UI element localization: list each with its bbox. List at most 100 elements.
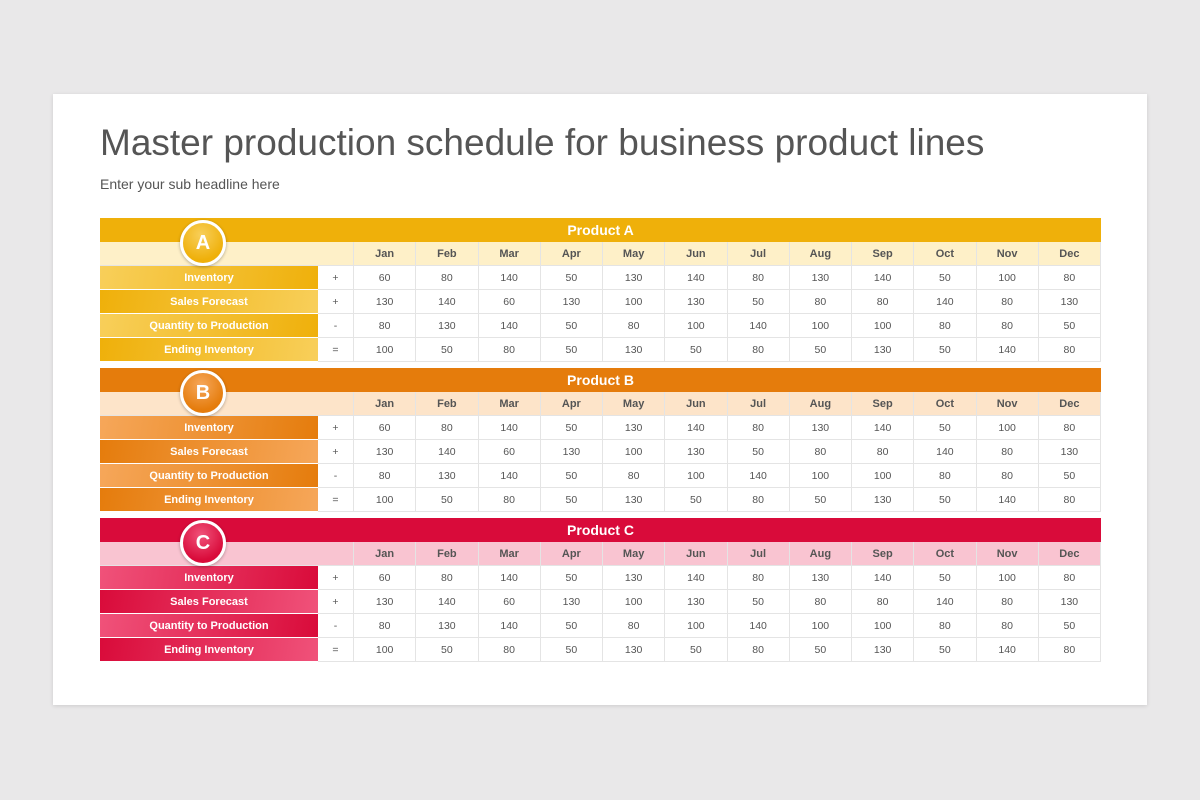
value-cell: 130 xyxy=(665,440,728,464)
value-cell: 80 xyxy=(1038,416,1101,440)
value-cell: 100 xyxy=(354,638,417,662)
product-header: Product C xyxy=(100,518,1101,542)
value-cell: 80 xyxy=(789,290,852,314)
row-label: Inventory xyxy=(100,416,318,440)
product-header: Product B xyxy=(100,368,1101,392)
month-header: Jan xyxy=(354,242,417,266)
product-table: Product C Jan Feb Mar Apr May Jun Jul Aug Sep Oct N… xyxy=(100,518,1101,662)
value-cell: 140 xyxy=(478,614,541,638)
value-cell: 100 xyxy=(603,290,666,314)
table-row: Inventory +60 80 140 50 130 140 80 130 140 50 100 80 xyxy=(100,566,1101,590)
row-sign: = xyxy=(318,488,354,512)
value-cell: 80 xyxy=(1038,488,1101,512)
sign-header-cell xyxy=(318,542,354,566)
month-header: Dec xyxy=(1038,542,1101,566)
value-cell: 60 xyxy=(478,440,541,464)
month-header: Jun xyxy=(665,242,728,266)
value-cell: 80 xyxy=(976,314,1039,338)
value-cell: 80 xyxy=(852,290,915,314)
month-header: May xyxy=(603,242,666,266)
month-header: Mar xyxy=(478,242,541,266)
row-label: Ending Inventory xyxy=(100,338,318,362)
row-sign: - xyxy=(318,464,354,488)
value-cell: 140 xyxy=(976,338,1039,362)
product-header: Product A xyxy=(100,218,1101,242)
value-cell: 60 xyxy=(354,266,417,290)
month-header: Feb xyxy=(416,542,479,566)
row-sign: + xyxy=(318,416,354,440)
value-cell: 50 xyxy=(540,314,603,338)
row-label: Quantity to Production xyxy=(100,314,318,338)
month-header: Aug xyxy=(789,392,852,416)
value-cell: 130 xyxy=(665,290,728,314)
value-cell: 140 xyxy=(478,314,541,338)
row-label: Inventory xyxy=(100,566,318,590)
value-cell: 50 xyxy=(914,338,977,362)
value-cell: 50 xyxy=(540,416,603,440)
table-row: Ending Inventory = 100 50 80 50 130 50 80 50 130 50… xyxy=(100,638,1101,662)
value-cell: 80 xyxy=(478,638,541,662)
value-cell: 140 xyxy=(665,266,728,290)
value-cell: 80 xyxy=(416,416,479,440)
month-header: Feb xyxy=(416,242,479,266)
value-cell: 130 xyxy=(852,338,915,362)
value-cell: 50 xyxy=(665,338,728,362)
value-cell: 80 xyxy=(727,566,790,590)
row-label: Sales Forecast xyxy=(100,290,318,314)
value-cell: 130 xyxy=(603,638,666,662)
value-cell: 80 xyxy=(354,314,417,338)
value-cell: 130 xyxy=(540,440,603,464)
product-letter-badge: C xyxy=(180,520,226,566)
month-header: Mar xyxy=(478,542,541,566)
value-cell: 130 xyxy=(852,488,915,512)
table-row: Inventory +60 80 140 50 130 140 80 130 140 50 100 80 xyxy=(100,416,1101,440)
month-header: Jun xyxy=(665,392,728,416)
month-header: May xyxy=(603,542,666,566)
row-sign: + xyxy=(318,440,354,464)
value-cell: 50 xyxy=(540,638,603,662)
month-header: Mar xyxy=(478,392,541,416)
value-cell: 130 xyxy=(354,290,417,314)
month-header: May xyxy=(603,392,666,416)
value-cell: 80 xyxy=(603,464,666,488)
value-cell: 130 xyxy=(789,416,852,440)
value-cell: 80 xyxy=(727,638,790,662)
value-cell: 130 xyxy=(1038,290,1101,314)
value-cell: 80 xyxy=(416,266,479,290)
value-cell: 50 xyxy=(1038,614,1101,638)
month-header: Jan xyxy=(354,392,417,416)
value-cell: 140 xyxy=(727,614,790,638)
value-cell: 100 xyxy=(354,338,417,362)
product-letter-badge: B xyxy=(180,370,226,416)
value-cell: 100 xyxy=(665,464,728,488)
value-cell: 140 xyxy=(665,416,728,440)
value-cell: 100 xyxy=(789,314,852,338)
value-cell: 80 xyxy=(727,488,790,512)
value-cell: 140 xyxy=(976,488,1039,512)
row-sign: + xyxy=(318,566,354,590)
value-cell: 140 xyxy=(478,464,541,488)
product-table: Product B Jan Feb Mar Apr May Jun Jul Aug Sep Oct N… xyxy=(100,368,1101,512)
value-cell: 80 xyxy=(354,464,417,488)
month-header: Sep xyxy=(852,542,915,566)
value-cell: 130 xyxy=(603,488,666,512)
value-cell: 140 xyxy=(852,416,915,440)
value-cell: 50 xyxy=(416,338,479,362)
value-cell: 140 xyxy=(416,290,479,314)
value-cell: 140 xyxy=(852,566,915,590)
value-cell: 80 xyxy=(976,464,1039,488)
value-cell: 140 xyxy=(416,440,479,464)
row-sign: + xyxy=(318,266,354,290)
value-cell: 50 xyxy=(914,488,977,512)
month-header: Jul xyxy=(727,392,790,416)
month-header: Nov xyxy=(976,542,1039,566)
value-cell: 80 xyxy=(478,488,541,512)
value-cell: 80 xyxy=(976,440,1039,464)
value-cell: 100 xyxy=(976,416,1039,440)
value-cell: 140 xyxy=(976,638,1039,662)
value-cell: 100 xyxy=(665,614,728,638)
product-letter-badge: A xyxy=(180,220,226,266)
value-cell: 80 xyxy=(914,614,977,638)
month-header: Oct xyxy=(914,542,977,566)
value-cell: 50 xyxy=(540,614,603,638)
